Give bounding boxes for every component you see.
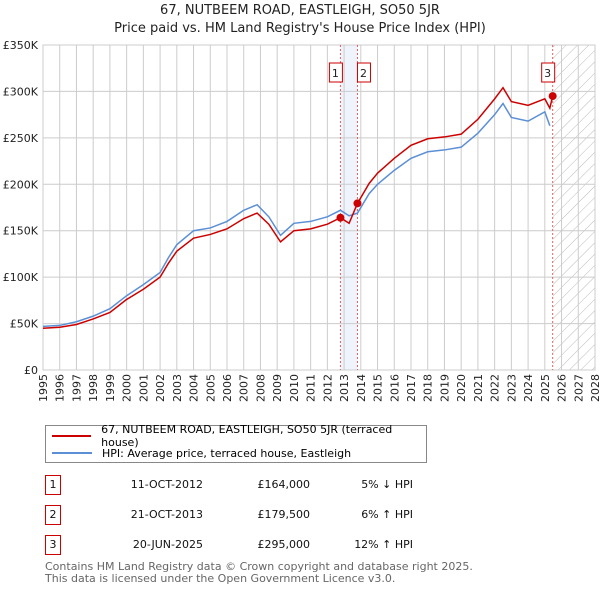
y-tick-label: £250K: [3, 132, 39, 145]
legend-swatch-red: [52, 435, 92, 437]
sale-marker-box: [356, 62, 371, 83]
x-tick-label: 2017: [405, 374, 418, 402]
legend-swatch-blue: [52, 452, 92, 454]
sale-date: 20-JUN-2025: [132, 538, 203, 551]
x-tick-label: 2025: [539, 374, 552, 402]
footer-licence: This data is licensed under the Open Gov…: [45, 572, 396, 585]
sale-price: £164,000: [257, 478, 311, 491]
legend: 67, NUTBEEM ROAD, EASTLEIGH, SO50 5JR (t…: [45, 423, 427, 463]
sale-marker-box: [541, 62, 556, 83]
x-tick-label: 2013: [338, 374, 351, 402]
x-tick-label: 2009: [271, 374, 284, 402]
x-tick-label: 2006: [221, 374, 234, 402]
sale-marker-label: 3: [544, 67, 551, 80]
x-tick-label: 2005: [204, 374, 217, 402]
x-tick-label: 1996: [54, 374, 67, 402]
legend-label: HPI: Average price, terraced house, East…: [102, 446, 352, 460]
x-tick-label: 2015: [372, 374, 385, 402]
x-tick-label: 1998: [87, 374, 100, 402]
legend-item-hpi: HPI: Average price, terraced house, East…: [52, 445, 351, 461]
sale-price: £179,500: [257, 508, 311, 521]
sale-period-shade: [340, 45, 358, 370]
x-tick-label: 2022: [489, 374, 502, 402]
plot-frame: [42, 44, 596, 371]
sale-hpi-diff: 6% ↑ HPI: [361, 508, 413, 521]
sale-date: 21-OCT-2013: [130, 508, 203, 521]
sale-hpi-diff: 12% ↑ HPI: [354, 538, 413, 551]
hpi-line: [42, 102, 551, 328]
sale-row: 1 11-OCT-2012 £164,000 5% ↓ HPI: [45, 475, 445, 495]
price-chart: 1995 1996 1997 1998 1999 2000 2001 2002 2003 2004…: [3, 39, 600, 402]
x-tick-label: 2003: [171, 374, 184, 402]
x-tick-label: 2010: [288, 374, 301, 402]
footer-copyright: Contains HM Land Registry data © Crown c…: [45, 560, 473, 573]
sale-marker-badge: 2: [45, 505, 61, 525]
x-tick-label: 2001: [137, 374, 150, 402]
x-tick-label: 2016: [388, 374, 401, 402]
y-tick-label: £150K: [3, 225, 39, 238]
x-tick-label: 2024: [522, 374, 535, 402]
x-tick-label: 2000: [121, 374, 134, 402]
x-tick-label: 2027: [572, 374, 585, 402]
x-tick-label: 2023: [505, 374, 518, 402]
sale-row: 3 20-JUN-2025 £295,000 12% ↑ HPI: [45, 535, 445, 555]
x-tick-label: 2012: [321, 374, 334, 402]
x-tick-label: 1995: [37, 374, 50, 402]
sale-point: [548, 92, 557, 101]
x-tick-label: 2007: [238, 374, 251, 402]
price-paid-line: [42, 86, 554, 329]
legend-item-property: 67, NUTBEEM ROAD, EASTLEIGH, SO50 5JR (t…: [52, 423, 426, 449]
y-tick-label: £0: [24, 364, 38, 377]
x-tick-label: 2004: [188, 374, 201, 402]
sale-marker-badge: 1: [45, 475, 61, 495]
y-tick-label: £50K: [10, 318, 39, 331]
x-tick-label: 1999: [104, 374, 117, 402]
sale-point: [353, 199, 362, 208]
x-tick-label: 2014: [355, 374, 368, 402]
y-tick-label: £350K: [3, 39, 39, 52]
sale-marker-box: [328, 62, 343, 83]
x-tick-label: 2011: [305, 374, 318, 402]
y-tick-label: £100K: [3, 271, 39, 284]
chart-subtitle: Price paid vs. HM Land Registry's House …: [114, 21, 486, 36]
y-tick-label: £300K: [3, 85, 39, 98]
sale-marker-label: 1: [332, 67, 339, 80]
chart-title: 67, NUTBEEM ROAD, EASTLEIGH, SO50 5JR: [160, 3, 440, 18]
sale-date: 11-OCT-2012: [130, 478, 203, 491]
sale-point: [336, 213, 345, 222]
sale-row: 2 21-OCT-2013 £179,500 6% ↑ HPI: [45, 505, 445, 525]
x-tick-label: 2028: [589, 374, 600, 402]
x-tick-label: 2026: [556, 374, 569, 402]
y-tick-label: £200K: [3, 178, 39, 191]
sale-price: £295,000: [257, 538, 311, 551]
x-tick-label: 2021: [472, 374, 485, 402]
x-tick-label: 1997: [70, 374, 83, 402]
x-tick-label: 2008: [254, 374, 267, 402]
x-tick-label: 2002: [154, 374, 167, 402]
sale-hpi-diff: 5% ↓ HPI: [361, 478, 413, 491]
sale-marker-label: 2: [360, 67, 367, 80]
forecast-hatch: [552, 45, 595, 370]
legend-label: 67, NUTBEEM ROAD, EASTLEIGH, SO50 5JR (t…: [101, 423, 393, 449]
footer: Contains HM Land Registry data © Crown c…: [45, 561, 473, 585]
x-tick-label: 2020: [455, 374, 468, 402]
x-tick-label: 2019: [438, 374, 451, 402]
x-tick-label: 2018: [422, 374, 435, 402]
sale-marker-badge: 3: [45, 535, 61, 555]
